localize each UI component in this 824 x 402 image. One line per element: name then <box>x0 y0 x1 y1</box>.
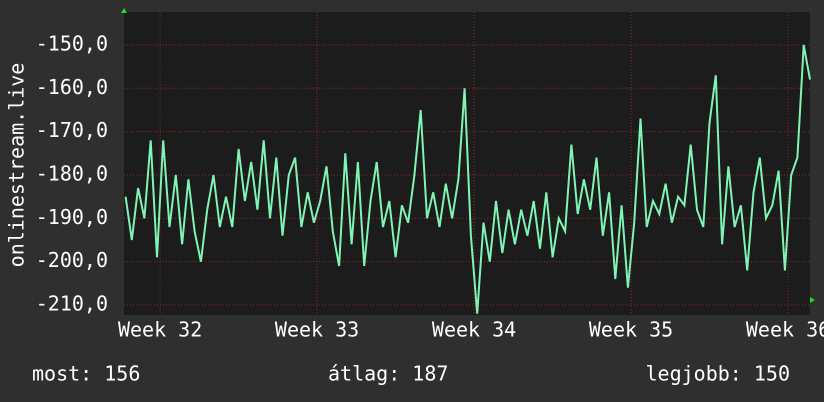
y-tick-label: -190,0 <box>36 205 108 229</box>
footer-best: legjobb: 150 <box>646 362 791 386</box>
y-tick-label: -200,0 <box>36 248 108 272</box>
y-axis-label: onlinestream.live <box>5 63 29 268</box>
x-tick-label: Week 34 <box>432 318 516 342</box>
y-tick-label: -160,0 <box>36 75 108 99</box>
y-tick-label: -170,0 <box>36 118 108 142</box>
x-tick-label: Week 33 <box>275 318 359 342</box>
footer-average: átlag: 187 <box>328 362 448 386</box>
axis-arrow <box>810 297 815 303</box>
x-tick-label: Week 35 <box>589 318 673 342</box>
y-tick-label: -150,0 <box>36 31 108 55</box>
x-tick-label: Week 32 <box>118 318 202 342</box>
x-tick-label: Week 36 <box>746 318 824 342</box>
data-line <box>124 44 811 314</box>
axis-arrow <box>121 8 127 13</box>
footer-current: most: 156 <box>32 362 140 386</box>
y-tick-label: -210,0 <box>36 292 108 316</box>
y-tick-label: -180,0 <box>36 161 108 185</box>
